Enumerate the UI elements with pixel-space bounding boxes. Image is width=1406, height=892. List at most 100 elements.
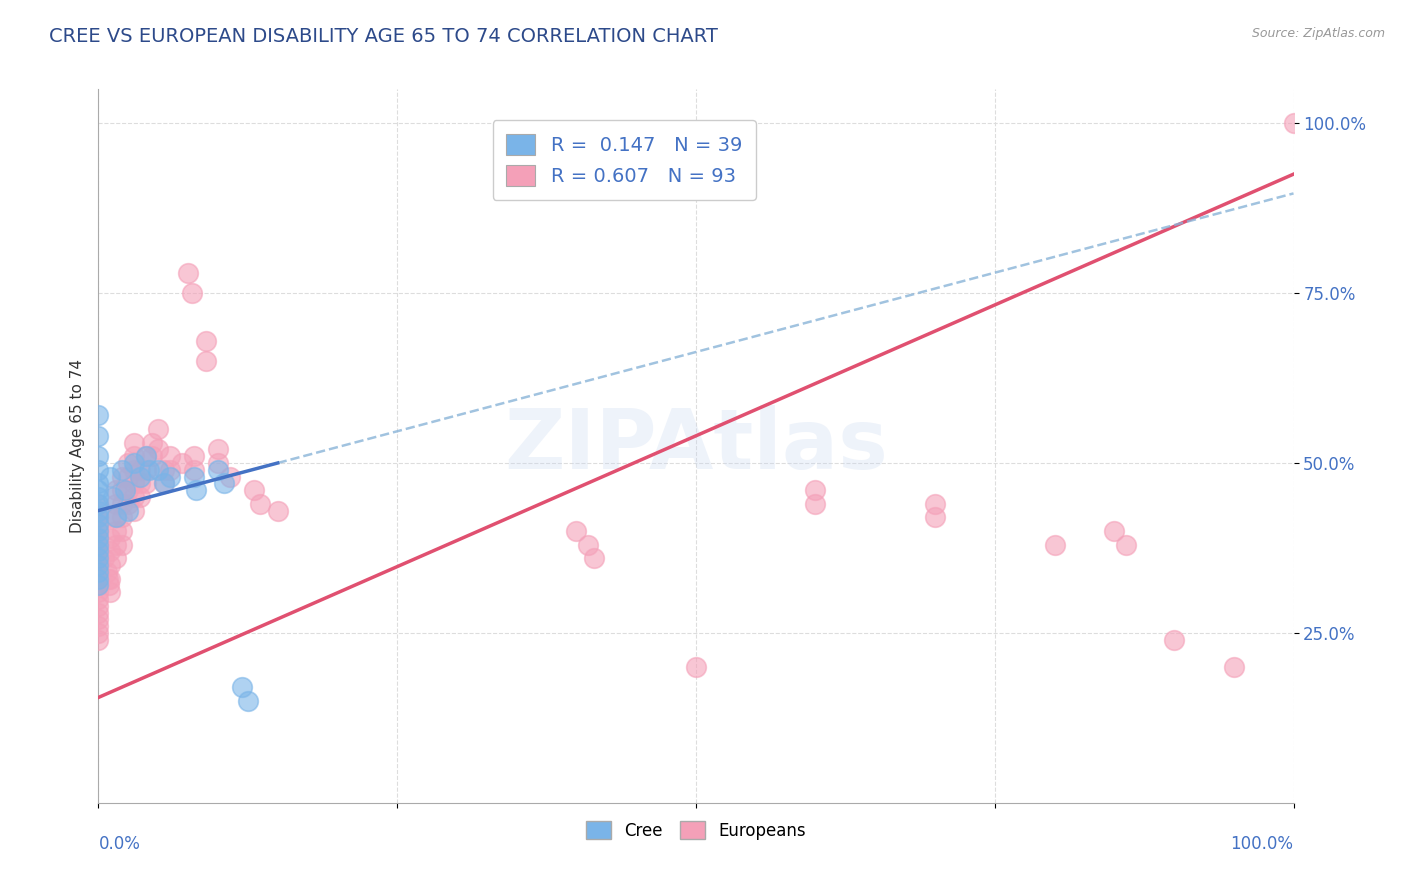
Point bbox=[1282, 116, 1305, 130]
Point bbox=[87, 531, 110, 545]
Point bbox=[87, 551, 110, 566]
Point bbox=[87, 599, 110, 613]
Point bbox=[924, 510, 946, 524]
Point bbox=[183, 469, 205, 483]
Point bbox=[98, 558, 122, 572]
Point bbox=[87, 591, 110, 606]
Point bbox=[159, 449, 181, 463]
Point bbox=[135, 449, 157, 463]
Point bbox=[101, 490, 124, 504]
Point bbox=[172, 456, 194, 470]
Point bbox=[183, 449, 205, 463]
Point bbox=[135, 463, 157, 477]
Point bbox=[87, 497, 110, 511]
Point bbox=[87, 537, 110, 551]
Point bbox=[105, 537, 128, 551]
Point bbox=[219, 469, 242, 483]
Point bbox=[87, 510, 110, 524]
Y-axis label: Disability Age 65 to 74: Disability Age 65 to 74 bbox=[69, 359, 84, 533]
Point bbox=[267, 503, 290, 517]
Point bbox=[124, 490, 146, 504]
Point bbox=[105, 483, 128, 498]
Point bbox=[87, 537, 110, 551]
Point bbox=[87, 517, 110, 532]
Point bbox=[159, 469, 181, 483]
Point bbox=[117, 483, 139, 498]
Point bbox=[87, 510, 110, 524]
Point bbox=[111, 483, 134, 498]
Point bbox=[87, 578, 110, 592]
Point bbox=[87, 429, 110, 443]
Point bbox=[87, 565, 110, 579]
Point bbox=[87, 463, 110, 477]
Point bbox=[124, 476, 146, 491]
Point bbox=[207, 456, 229, 470]
Point bbox=[98, 585, 122, 599]
Point bbox=[87, 524, 110, 538]
Point bbox=[111, 469, 134, 483]
Text: 0.0%: 0.0% bbox=[98, 835, 141, 853]
Point bbox=[129, 476, 152, 491]
Point bbox=[177, 266, 200, 280]
Point bbox=[804, 483, 827, 498]
Point bbox=[105, 497, 128, 511]
Point bbox=[96, 565, 118, 579]
Point bbox=[98, 531, 122, 545]
Point bbox=[565, 524, 588, 538]
Point bbox=[87, 565, 110, 579]
Point bbox=[87, 524, 110, 538]
Point bbox=[111, 497, 134, 511]
Point bbox=[105, 510, 128, 524]
Point bbox=[117, 497, 139, 511]
Point bbox=[111, 510, 134, 524]
Point bbox=[1104, 524, 1126, 538]
Point bbox=[87, 409, 110, 423]
Point bbox=[138, 463, 160, 477]
Point bbox=[87, 626, 110, 640]
Point bbox=[87, 503, 110, 517]
Point bbox=[87, 497, 110, 511]
Text: ZIPAtlas: ZIPAtlas bbox=[503, 406, 889, 486]
Point bbox=[231, 680, 253, 694]
Point bbox=[98, 578, 121, 592]
Point bbox=[153, 476, 176, 491]
Point bbox=[87, 490, 110, 504]
Text: Source: ZipAtlas.com: Source: ZipAtlas.com bbox=[1251, 27, 1385, 40]
Point bbox=[207, 463, 229, 477]
Point bbox=[207, 442, 229, 457]
Point bbox=[87, 619, 110, 633]
Point bbox=[141, 449, 163, 463]
Point bbox=[195, 354, 218, 368]
Point bbox=[129, 463, 152, 477]
Point bbox=[159, 463, 181, 477]
Point bbox=[685, 660, 707, 674]
Point bbox=[148, 442, 170, 457]
Point bbox=[153, 476, 176, 491]
Point bbox=[87, 558, 110, 572]
Point bbox=[1223, 660, 1246, 674]
Point bbox=[87, 476, 110, 491]
Text: CREE VS EUROPEAN DISABILITY AGE 65 TO 74 CORRELATION CHART: CREE VS EUROPEAN DISABILITY AGE 65 TO 74… bbox=[49, 27, 718, 45]
Point bbox=[1043, 537, 1066, 551]
Point bbox=[117, 469, 139, 483]
Point bbox=[212, 476, 235, 491]
Point bbox=[87, 572, 110, 586]
Point bbox=[98, 510, 122, 524]
Point bbox=[124, 456, 146, 470]
Point bbox=[105, 510, 128, 524]
Point bbox=[87, 544, 110, 558]
Point bbox=[93, 551, 115, 566]
Point bbox=[186, 483, 208, 498]
Point bbox=[583, 551, 606, 566]
Point bbox=[148, 463, 170, 477]
Point bbox=[105, 551, 128, 566]
Point bbox=[87, 578, 110, 592]
Point bbox=[105, 524, 128, 538]
Point bbox=[236, 694, 259, 708]
Point bbox=[98, 572, 122, 586]
Point bbox=[111, 463, 134, 477]
Point bbox=[1163, 632, 1185, 647]
Point bbox=[124, 463, 146, 477]
Point bbox=[87, 531, 110, 545]
Point bbox=[135, 449, 157, 463]
